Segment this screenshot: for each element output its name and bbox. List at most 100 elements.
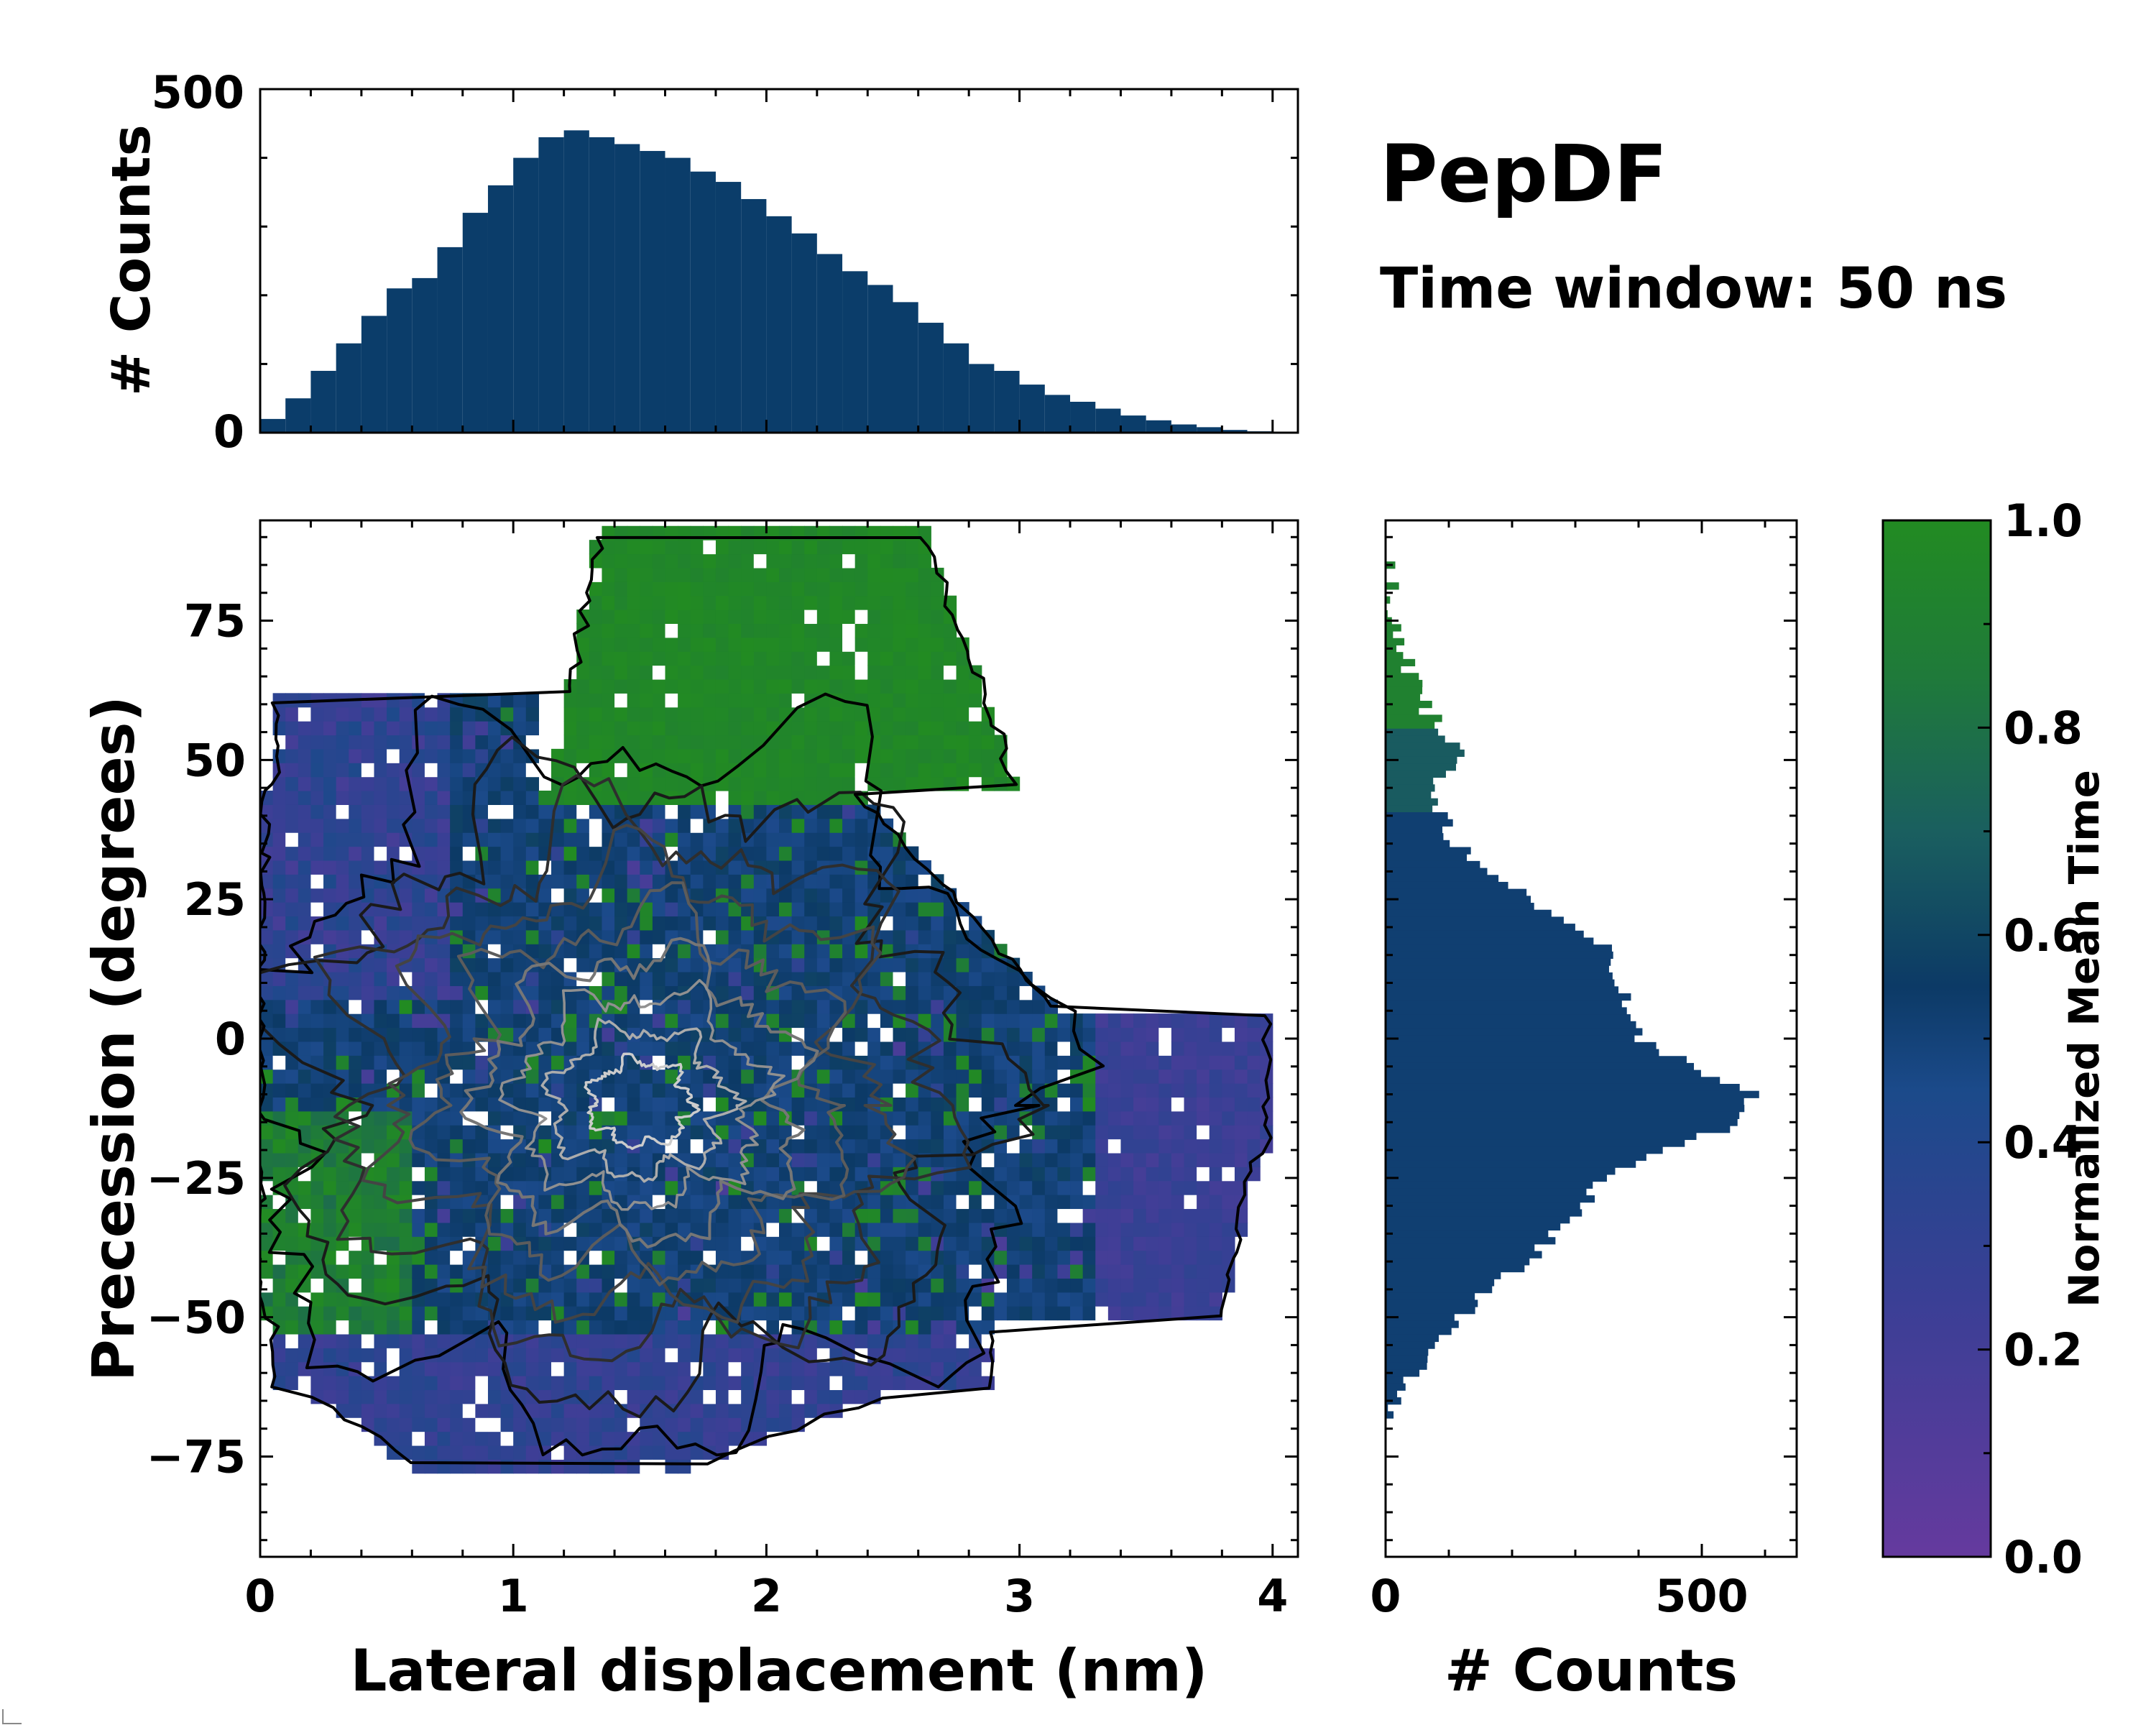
heatmap-cell bbox=[665, 957, 678, 972]
heatmap-cell bbox=[652, 1264, 666, 1279]
heatmap-cell bbox=[816, 971, 831, 986]
heatmap-cell bbox=[323, 846, 337, 861]
heatmap-cell bbox=[1197, 1292, 1210, 1307]
heatmap-cell bbox=[627, 1376, 640, 1391]
heatmap-cell bbox=[652, 1250, 666, 1265]
heatmap-cell bbox=[829, 1376, 843, 1391]
heatmap-cell bbox=[298, 1110, 312, 1126]
heatmap-cell bbox=[931, 610, 944, 625]
heatmap-cell bbox=[816, 553, 831, 569]
heatmap-cell bbox=[500, 1236, 514, 1251]
heatmap-cell bbox=[842, 902, 856, 917]
heatmap-cell bbox=[829, 860, 843, 875]
heatmap-cell bbox=[298, 1333, 312, 1348]
heatmap-cell bbox=[753, 1167, 767, 1182]
colorbar-tick-label: 0.4 bbox=[2004, 1116, 2083, 1169]
heatmap-cell bbox=[412, 1180, 425, 1195]
heatmap-cell bbox=[627, 1083, 640, 1098]
heatmap-cell bbox=[678, 902, 691, 917]
heatmap-cell bbox=[602, 721, 615, 736]
heatmap-cell bbox=[336, 1013, 349, 1029]
heatmap-cell bbox=[475, 916, 489, 931]
heatmap-cell bbox=[424, 818, 438, 833]
heatmap-cell bbox=[741, 1041, 755, 1056]
heatmap-cell bbox=[462, 999, 476, 1014]
heatmap-cell bbox=[487, 818, 502, 833]
heatmap-cell bbox=[931, 776, 944, 791]
heatmap-cell bbox=[285, 693, 299, 708]
heatmap-cell bbox=[906, 651, 919, 666]
heatmap-cell bbox=[854, 874, 868, 889]
heatmap-cell bbox=[336, 804, 349, 819]
heatmap-cell bbox=[652, 623, 666, 638]
heatmap-cell bbox=[627, 985, 640, 1000]
heatmap-cell bbox=[627, 1333, 640, 1348]
heatmap-cell bbox=[310, 1292, 324, 1307]
heatmap-cell bbox=[1044, 1027, 1059, 1042]
heatmap-cell bbox=[956, 665, 969, 680]
heatmap-cell bbox=[1184, 1222, 1197, 1237]
heatmap-cell bbox=[880, 1376, 894, 1391]
heatmap-cell bbox=[1070, 1236, 1084, 1251]
heatmap-cell bbox=[1197, 1055, 1210, 1070]
heatmap-cell bbox=[779, 581, 793, 597]
heatmap-cell bbox=[918, 665, 931, 680]
top-bar bbox=[336, 343, 361, 433]
heatmap-cell bbox=[842, 610, 856, 625]
heatmap-cell bbox=[715, 916, 729, 931]
right-bar bbox=[1386, 805, 1433, 813]
heatmap-cell bbox=[1095, 1027, 1109, 1042]
heatmap-cell bbox=[981, 1152, 995, 1167]
heatmap-cell bbox=[538, 1013, 552, 1029]
heatmap-cell bbox=[602, 1250, 615, 1265]
heatmap-cell bbox=[715, 791, 729, 805]
heatmap-cell bbox=[1133, 1027, 1147, 1042]
heatmap-cell bbox=[450, 748, 464, 763]
heatmap-cell bbox=[1171, 1027, 1185, 1042]
heatmap-cell bbox=[437, 1361, 451, 1376]
heatmap-cell bbox=[969, 999, 982, 1014]
heatmap-cell bbox=[652, 1097, 666, 1112]
heatmap-cell bbox=[399, 748, 413, 763]
heatmap-cell bbox=[779, 999, 793, 1014]
heatmap-cell bbox=[728, 874, 742, 889]
heatmap-cell bbox=[513, 846, 527, 861]
right-bar bbox=[1386, 1195, 1595, 1203]
heatmap-cell bbox=[893, 1055, 906, 1070]
heatmap-cell bbox=[640, 860, 653, 875]
heatmap-cell bbox=[614, 888, 628, 903]
heatmap-cell bbox=[867, 567, 881, 582]
heatmap-cell bbox=[1107, 1236, 1122, 1251]
heatmap-cell bbox=[298, 1069, 312, 1084]
heatmap-cell bbox=[741, 553, 755, 569]
heatmap-cell bbox=[374, 693, 387, 708]
heatmap-cell bbox=[310, 888, 324, 903]
heatmap-cell bbox=[563, 735, 577, 750]
heatmap-cell bbox=[387, 985, 400, 1000]
heatmap-cell bbox=[602, 1306, 615, 1321]
right-bar bbox=[1386, 1390, 1398, 1398]
heatmap-cell bbox=[956, 1278, 969, 1293]
heatmap-cell bbox=[715, 540, 729, 555]
heatmap-cell bbox=[614, 846, 628, 861]
heatmap-cell bbox=[437, 1208, 451, 1223]
heatmap-cell bbox=[880, 693, 894, 708]
heatmap-cell bbox=[678, 1333, 691, 1348]
heatmap-cell bbox=[753, 763, 767, 778]
heatmap-cell bbox=[374, 1278, 387, 1293]
heatmap-cell bbox=[450, 1348, 464, 1363]
heatmap-cell bbox=[310, 832, 324, 847]
heatmap-cell bbox=[804, 1167, 818, 1182]
heatmap-cell bbox=[525, 971, 540, 986]
heatmap-cell bbox=[602, 791, 615, 805]
heatmap-cell bbox=[614, 1361, 628, 1376]
heatmap-cell bbox=[513, 1083, 527, 1098]
heatmap-cell bbox=[538, 1459, 552, 1474]
heatmap-cell bbox=[703, 1195, 717, 1210]
heatmap-cell bbox=[424, 1333, 438, 1348]
right-bar bbox=[1386, 1369, 1420, 1377]
heatmap-cell bbox=[563, 693, 577, 708]
heatmap-cell bbox=[349, 874, 362, 889]
heatmap-cell bbox=[931, 595, 944, 610]
heatmap-cell bbox=[652, 610, 666, 625]
